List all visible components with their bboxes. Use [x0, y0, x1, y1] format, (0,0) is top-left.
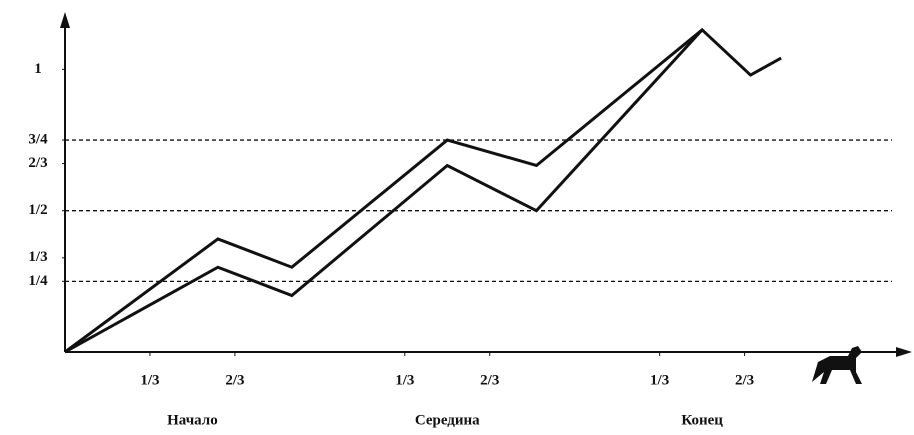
data-line [64, 27, 782, 354]
x-tick-label: 2/3 [480, 372, 499, 388]
x-tick-label: 1/3 [140, 372, 159, 388]
x-tick-label: 2/3 [225, 372, 244, 388]
x-tick-label: 1/3 [395, 372, 414, 388]
x-group-label: Середина [415, 412, 480, 428]
y-tick-label: 1/2 [28, 202, 47, 218]
x-axis-arrow [896, 347, 912, 357]
x-group-label: Начало [167, 412, 218, 428]
x-group-label: Конец [681, 412, 723, 428]
y-tick-label: 1 [34, 61, 42, 77]
x-tick-label: 1/3 [650, 372, 669, 388]
cat-icon [812, 346, 862, 384]
y-tick-label: 3/4 [28, 131, 48, 147]
y-tick-label: 2/3 [28, 155, 47, 171]
y-tick-label: 1/3 [28, 249, 47, 265]
y-axis-arrow [60, 12, 70, 28]
data-line [64, 28, 704, 354]
x-tick-label: 2/3 [735, 372, 754, 388]
y-tick-label: 1/4 [28, 273, 48, 289]
